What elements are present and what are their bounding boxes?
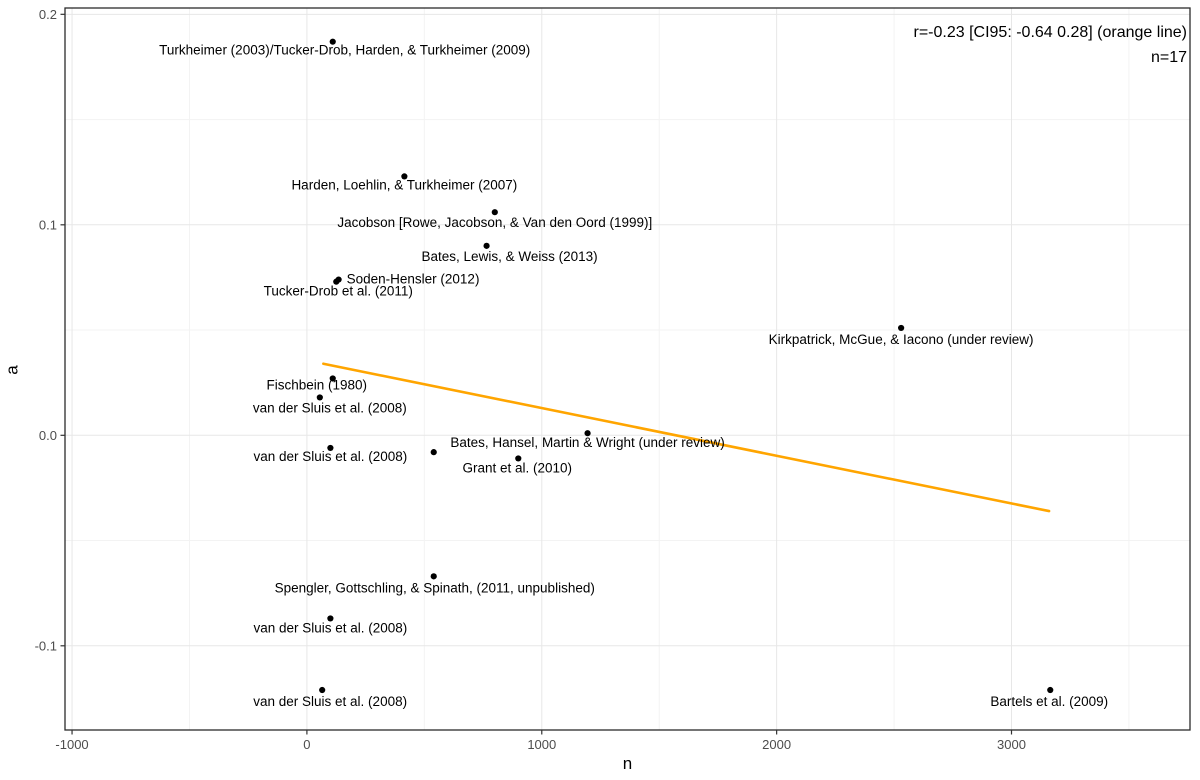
point-label: van der Sluis et al. (2008) [253,400,407,415]
y-tick-label: 0.1 [39,217,57,232]
point-label: Bates, Hansel, Martin & Wright (under re… [450,435,724,450]
data-point [584,430,591,437]
x-axis-title: n [622,754,633,773]
point-label: van der Sluis et al. (2008) [253,449,407,464]
point-label: Jacobson [Rowe, Jacobson, & Van den Oord… [337,215,652,230]
x-tick-label: 2000 [762,737,791,752]
point-label: van der Sluis et al. (2008) [253,620,407,635]
y-tick-label: -0.1 [35,638,57,653]
x-tick-label: 1000 [527,737,556,752]
data-point [491,209,498,216]
point-label: Harden, Loehlin, & Turkheimer (2007) [291,177,517,192]
y-tick-label: 0.0 [39,428,57,443]
data-point [319,686,326,694]
point-label: Tucker-Drob et al. (2011) [264,284,413,299]
point-label: Kirkpatrick, McGue, & Iacono (under revi… [769,332,1034,347]
data-point [327,615,334,622]
sample-count-text: n=17 [1150,49,1187,66]
data-point [898,324,905,332]
data-point [401,173,408,180]
data-point [333,278,340,285]
point-label: Fischbein (1980) [266,377,367,392]
data-point [430,573,437,580]
panel-border [64,7,1191,731]
data-point [316,394,323,401]
point-label: Bartels et al. (2009) [990,694,1108,709]
point-label: Bates, Lewis, & Weiss (2013) [422,249,598,264]
data-point [327,444,334,452]
correlation-text: r=-0.23 [CI95: -0.64 0.28] (orange line) [913,24,1188,41]
point-label: Spengler, Gottschling, & Spinath, (2011,… [275,580,595,595]
data-point [329,375,336,382]
x-tick-label: -1000 [55,737,88,752]
data-point [515,455,522,462]
data-point [430,449,437,456]
panel-background [65,8,1190,730]
x-tick-label: 3000 [997,737,1026,752]
point-label: Soden-Hensler (2012) [347,272,480,287]
y-tick-label: 0.2 [39,7,57,22]
x-tick-label: 0 [303,737,310,752]
point-label: Turkheimer (2003)/Tucker-Drob, Harden, &… [159,43,530,58]
point-label: van der Sluis et al. (2008) [253,694,407,709]
trend-line [322,362,1051,513]
data-point [483,242,490,249]
stats-annotation: r=-0.23 [CI95: -0.64 0.28] (orange line)… [914,20,1188,70]
data-point [1047,686,1054,694]
point-label: Grant et al. (2010) [463,460,573,475]
y-axis-title: a [2,365,22,375]
data-point [329,38,336,45]
